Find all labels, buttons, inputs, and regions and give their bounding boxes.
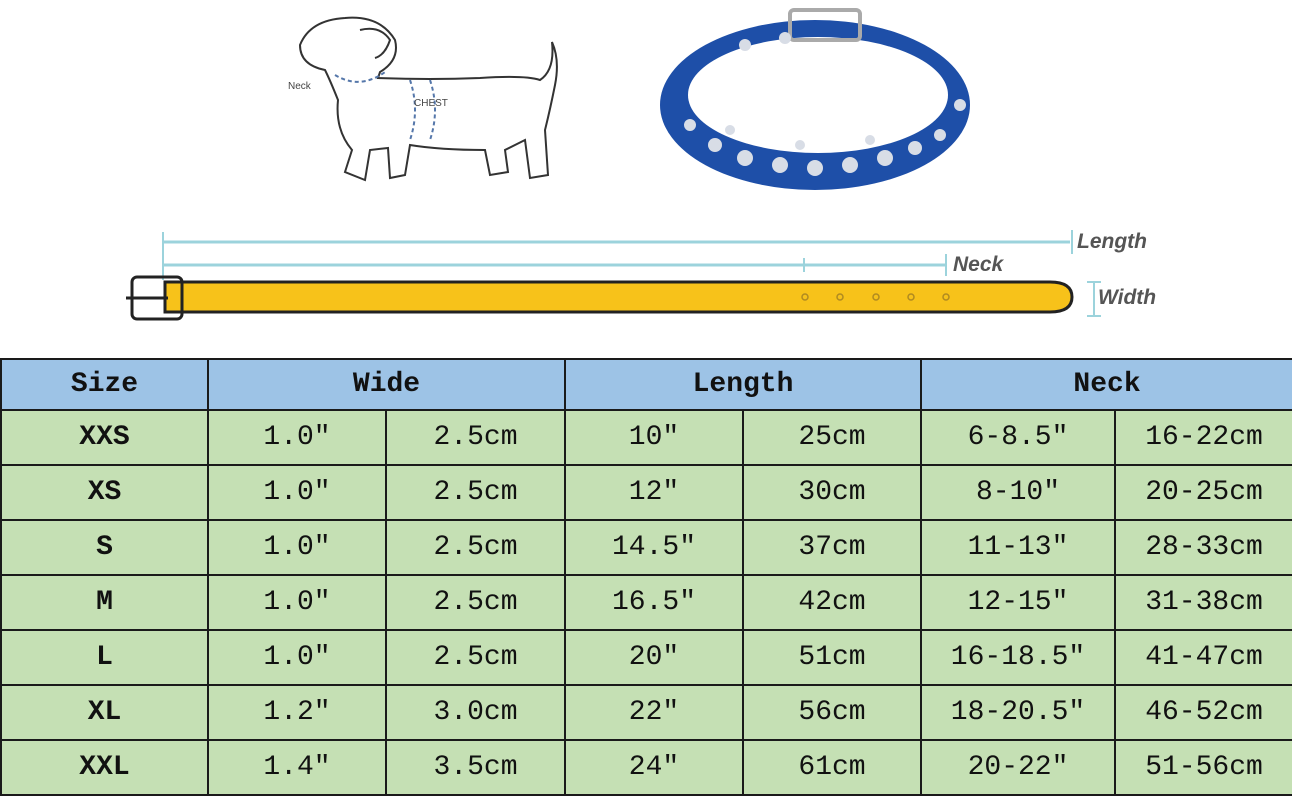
cell-length-cm: 37cm [741, 519, 923, 576]
cell-length-cm: 56cm [741, 684, 923, 741]
header-length: Length [563, 358, 923, 411]
cell-neck-in: 12-15″ [920, 574, 1117, 631]
cell-length-in: 10″ [564, 409, 744, 466]
neck-label: Neck [953, 253, 1004, 276]
cell-neck-cm: 16-22cm [1114, 409, 1292, 466]
table-row: L 1.0″ 2.5cm 20″ 51cm 16-18.5″ 41-47cm [0, 629, 1292, 686]
cell-wide-in: 1.0″ [207, 629, 387, 686]
rhinestone-collar-image [660, 8, 970, 190]
dog-chest-label: CHEST [414, 98, 448, 109]
cell-neck-cm: 51-56cm [1114, 739, 1292, 796]
cell-size: L [0, 629, 209, 686]
cell-size: XS [0, 464, 209, 521]
cell-neck-in: 18-20.5″ [920, 684, 1117, 741]
cell-wide-cm: 2.5cm [385, 519, 566, 576]
cell-wide-in: 1.0″ [207, 409, 387, 466]
cell-length-cm: 61cm [741, 739, 923, 796]
cell-neck-in: 16-18.5″ [920, 629, 1117, 686]
cell-wide-in: 1.4″ [207, 739, 387, 796]
cell-wide-cm: 2.5cm [385, 574, 566, 631]
dog-outline-image [298, 16, 558, 182]
cell-size: M [0, 574, 209, 631]
width-label: Width [1098, 286, 1157, 309]
cell-length-cm: 30cm [741, 464, 923, 521]
table-row: M 1.0″ 2.5cm 16.5″ 42cm 12-15″ 31-38cm [0, 574, 1292, 631]
cell-neck-cm: 31-38cm [1114, 574, 1292, 631]
cell-size: S [0, 519, 209, 576]
cell-wide-cm: 2.5cm [385, 464, 566, 521]
cell-neck-cm: 28-33cm [1114, 519, 1292, 576]
cell-neck-in: 20-22″ [920, 739, 1117, 796]
cell-neck-cm: 46-52cm [1114, 684, 1292, 741]
cell-wide-cm: 3.0cm [385, 684, 566, 741]
cell-length-in: 16.5″ [564, 574, 744, 631]
cell-wide-cm: 3.5cm [385, 739, 566, 796]
table-row: XL 1.2″ 3.0cm 22″ 56cm 18-20.5″ 46-52cm [0, 684, 1292, 741]
cell-wide-in: 1.0″ [207, 519, 387, 576]
cell-neck-in: 11-13″ [920, 519, 1117, 576]
cell-length-cm: 42cm [741, 574, 923, 631]
length-label: Length [1077, 230, 1147, 253]
table-row: S 1.0″ 2.5cm 14.5″ 37cm 11-13″ 28-33cm [0, 519, 1292, 576]
collar-measurement-diagram [126, 230, 1101, 321]
cell-length-cm: 51cm [741, 629, 923, 686]
size-chart-table: Size Wide Length Neck XXS 1.0″ 2.5cm 10″ 25c… [0, 358, 1292, 796]
cell-wide-cm: 2.5cm [385, 629, 566, 686]
cell-size: XXS [0, 409, 209, 466]
header-wide: Wide [207, 358, 566, 411]
cell-neck-in: 6-8.5″ [920, 409, 1117, 466]
table-header-row: Size Wide Length Neck [0, 358, 1292, 411]
cell-size: XXL [0, 739, 209, 796]
cell-wide-in: 1.0″ [207, 574, 387, 631]
header-neck: Neck [920, 358, 1292, 411]
cell-wide-in: 1.2″ [207, 684, 387, 741]
cell-neck-in: 8-10″ [920, 464, 1117, 521]
cell-size: XL [0, 684, 209, 741]
table-row: XS 1.0″ 2.5cm 12″ 30cm 8-10″ 20-25cm [0, 464, 1292, 521]
cell-length-in: 22″ [564, 684, 744, 741]
illustration-area: Neck CHEST Length Neck Width [0, 0, 1292, 350]
header-size: Size [0, 358, 209, 411]
dog-neck-label: Neck [288, 81, 311, 92]
cell-length-in: 12″ [564, 464, 744, 521]
table-row: XXL 1.4″ 3.5cm 24″ 61cm 20-22″ 51-56cm [0, 739, 1292, 796]
cell-wide-in: 1.0″ [207, 464, 387, 521]
table-row: XXS 1.0″ 2.5cm 10″ 25cm 6-8.5″ 16-22cm [0, 409, 1292, 466]
cell-length-in: 24″ [564, 739, 744, 796]
cell-neck-cm: 20-25cm [1114, 464, 1292, 521]
cell-length-in: 20″ [564, 629, 744, 686]
cell-neck-cm: 41-47cm [1114, 629, 1292, 686]
cell-length-in: 14.5″ [564, 519, 744, 576]
cell-wide-cm: 2.5cm [385, 409, 566, 466]
illustrations [126, 8, 1101, 321]
cell-length-cm: 25cm [741, 409, 923, 466]
